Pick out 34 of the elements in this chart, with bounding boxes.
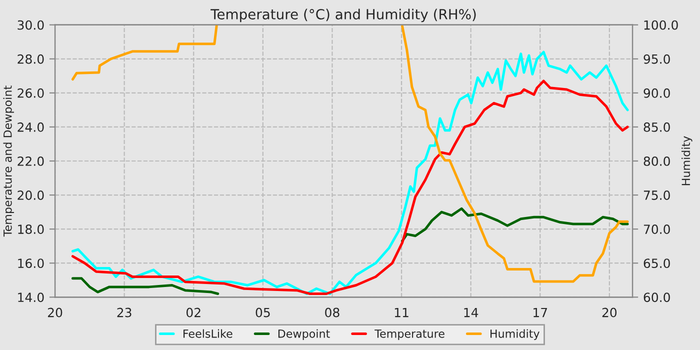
y2-tick-label: 85.0: [644, 122, 670, 132]
y2-tick-label: 95.0: [644, 54, 670, 64]
y-tick-label: 28.0: [18, 54, 44, 64]
y-tick-label: 30.0: [18, 20, 44, 30]
y-axis-title: Temperature and Dewpoint: [3, 86, 14, 237]
legend-label: Dewpoint: [278, 329, 330, 340]
x-tick-label: 05: [256, 308, 270, 318]
y2-tick-label: 80.0: [644, 156, 670, 166]
y-tick-label: 16.0: [18, 258, 44, 268]
x-tick-label: 17: [534, 308, 548, 318]
legend-label: Temperature: [374, 330, 444, 340]
legend-label: Humidity: [490, 329, 540, 340]
x-tick-label: 23: [117, 308, 132, 318]
x-tick-label: 14: [464, 308, 478, 318]
x-tick-label: 08: [325, 308, 340, 318]
y2-tick-label: 75.0: [644, 190, 670, 200]
y2-tick-label: 90.0: [644, 88, 670, 98]
y2-tick-label: 70.0: [644, 224, 670, 234]
legend-label: FeelsLike: [184, 329, 232, 338]
y-tick-label: 14.0: [18, 292, 44, 302]
y2-tick-label: 60.0: [644, 292, 670, 302]
y2-tick-label: 65.0: [644, 258, 670, 268]
y-tick-label: 20.0: [18, 190, 44, 200]
x-tick-label: 20: [602, 308, 617, 318]
x-tick-label: 11: [394, 308, 408, 318]
y-tick-label: 26.0: [18, 88, 44, 98]
x-tick-label: 02: [186, 308, 200, 318]
y-tick-label: 24.0: [18, 122, 44, 132]
y2-axis-title: Humidity: [682, 136, 692, 186]
y2-tick-label: 100.0: [644, 20, 678, 30]
y-tick-label: 22.0: [18, 156, 44, 166]
y-tick-label: 18.0: [18, 224, 44, 234]
x-tick-label: 20: [48, 308, 62, 318]
chart-title: Temperature (°C) and Humidity (RH%): [210, 8, 476, 22]
